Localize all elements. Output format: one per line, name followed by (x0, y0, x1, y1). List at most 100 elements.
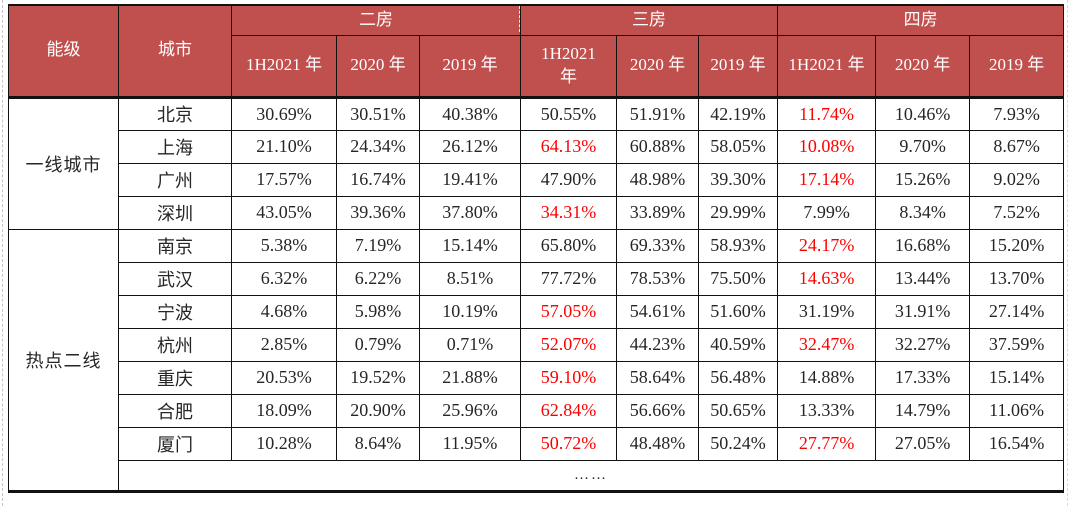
table-row: 杭州 2.85% 0.79% 0.71% 52.07% 44.23% 40.59% 32.47… (9, 327, 1065, 362)
col-header-tier: 能级 (8, 4, 119, 99)
table-row: 合肥 18.09% 20.90% 25.96% 62.84% 56.66% 50.65% 13… (9, 393, 1065, 428)
value-cell: 13.44% (875, 261, 971, 296)
value-cell: 44.23% (616, 327, 700, 362)
value-cell: 56.48% (698, 360, 779, 395)
value-cell: 18.09% (231, 393, 337, 428)
header-column-dash (519, 6, 520, 32)
value-cell: 8.67% (969, 129, 1065, 164)
value-cell: 7.52% (969, 195, 1065, 230)
value-cell: 58.05% (698, 129, 779, 164)
value-cell: 11.74% (777, 96, 877, 131)
value-cell: 50.24% (698, 426, 779, 461)
year-col-header-0-1: 2020 年 (336, 34, 420, 99)
value-cell: 26.12% (418, 129, 522, 164)
value-cell: 43.05% (231, 195, 337, 230)
value-cell: 20.90% (336, 393, 420, 428)
table-header: 能级 城市 二房 三房 四房 1H2021 年 2020 年 2019 年 1H202… (8, 4, 1065, 99)
table-row: 广州 17.57% 16.74% 19.41% 47.90% 48.98% 39.30% 17… (9, 162, 1065, 197)
value-cell: 8.64% (336, 426, 420, 461)
value-cell: 21.10% (231, 129, 337, 164)
year-col-header-0-0: 1H2021 年 (231, 34, 337, 99)
col-header-city: 城市 (118, 4, 232, 99)
year-col-header-1-2: 2019 年 (698, 34, 779, 99)
city-cell: 合肥 (118, 393, 232, 428)
value-cell: 10.46% (875, 96, 971, 131)
group-header-3room: 三房 (520, 4, 779, 36)
group-header-2room: 二房 (230, 4, 522, 36)
table-row: 热点二线 南京 5.38% 7.19% 15.14% 65.80% 69.33% 58.93%… (8, 228, 1065, 493)
city-cell: 深圳 (118, 195, 232, 230)
value-cell: 27.14% (969, 294, 1065, 329)
tier-label: 热点二线 (8, 228, 119, 493)
value-cell: 31.19% (777, 294, 877, 329)
value-cell: 27.05% (875, 426, 971, 461)
city-cell: 杭州 (118, 327, 232, 362)
value-cell: 51.91% (616, 96, 700, 131)
value-cell: 16.68% (875, 228, 971, 263)
value-cell: 48.98% (616, 162, 700, 197)
value-cell: 31.91% (875, 294, 971, 329)
value-cell: 69.33% (616, 228, 700, 263)
year-col-header-1-0: 1H2021 年 (520, 34, 618, 99)
value-cell: 9.70% (875, 129, 971, 164)
value-cell: 48.48% (616, 426, 700, 461)
value-cell: 19.41% (418, 162, 522, 197)
city-cell: 宁波 (118, 294, 232, 329)
value-cell: 14.79% (875, 393, 971, 428)
value-cell: 30.69% (231, 96, 337, 131)
value-cell: 7.93% (969, 96, 1065, 131)
table-row: 深圳 43.05% 39.36% 37.80% 34.31% 33.89% 29.99% 7.… (9, 195, 1065, 230)
value-cell: 39.30% (698, 162, 779, 197)
value-cell: 58.64% (616, 360, 700, 395)
year-col-header-1-1: 2020 年 (616, 34, 700, 99)
value-cell: 7.19% (336, 228, 420, 263)
value-cell: 14.88% (777, 360, 877, 395)
value-cell: 65.80% (520, 228, 618, 263)
year-col-header-2-2: 2019 年 (969, 34, 1065, 99)
value-cell: 11.06% (969, 393, 1065, 428)
value-cell: 14.63% (777, 261, 877, 296)
value-cell: 25.96% (418, 393, 522, 428)
value-cell: 10.19% (418, 294, 522, 329)
value-cell: 62.84% (520, 393, 618, 428)
city-cell: 厦门 (118, 426, 232, 461)
year-col-header-2-0: 1H2021 年 (777, 34, 877, 99)
value-cell: 24.34% (336, 129, 420, 164)
housing-structure-table: 能级 城市 二房 三房 四房 1H2021 年 2020 年 2019 年 1H202… (8, 4, 1065, 493)
value-cell: 51.60% (698, 294, 779, 329)
table-row: 武汉 6.32% 6.22% 8.51% 77.72% 78.53% 75.50% 14.63… (9, 261, 1065, 296)
value-cell: 8.34% (875, 195, 971, 230)
tier-label: 一线城市 (8, 96, 119, 230)
value-cell: 16.54% (969, 426, 1065, 461)
value-cell: 33.89% (616, 195, 700, 230)
value-cell: 40.38% (418, 96, 522, 131)
city-cell: 广州 (118, 162, 232, 197)
value-cell: 16.74% (336, 162, 420, 197)
value-cell: 5.38% (231, 228, 337, 263)
value-cell: 29.99% (698, 195, 779, 230)
value-cell: 10.28% (231, 426, 337, 461)
value-cell: 42.19% (698, 96, 779, 131)
table-row: 重庆 20.53% 19.52% 21.88% 59.10% 58.64% 56.48% 14… (9, 360, 1065, 395)
value-cell: 56.66% (616, 393, 700, 428)
value-cell: 13.33% (777, 393, 877, 428)
value-cell: 9.02% (969, 162, 1065, 197)
value-cell: 10.08% (777, 129, 877, 164)
table-row: 宁波 4.68% 5.98% 10.19% 57.05% 54.61% 51.60% 31.1… (9, 294, 1065, 329)
value-cell: 77.72% (520, 261, 618, 296)
value-cell: 32.47% (777, 327, 877, 362)
value-cell: 58.93% (698, 228, 779, 263)
table-row: 厦门 10.28% 8.64% 11.95% 50.72% 48.48% 50.24% 27.… (9, 426, 1065, 461)
value-cell: 60.88% (616, 129, 700, 164)
value-cell: 17.57% (231, 162, 337, 197)
value-cell: 21.88% (418, 360, 522, 395)
value-cell: 39.36% (336, 195, 420, 230)
year-col-header-2-1: 2020 年 (875, 34, 971, 99)
city-cell: 南京 (118, 228, 232, 263)
city-cell: 重庆 (118, 360, 232, 395)
value-cell: 4.68% (231, 294, 337, 329)
value-cell: 50.55% (520, 96, 618, 131)
value-cell: 50.72% (520, 426, 618, 461)
value-cell: 17.14% (777, 162, 877, 197)
